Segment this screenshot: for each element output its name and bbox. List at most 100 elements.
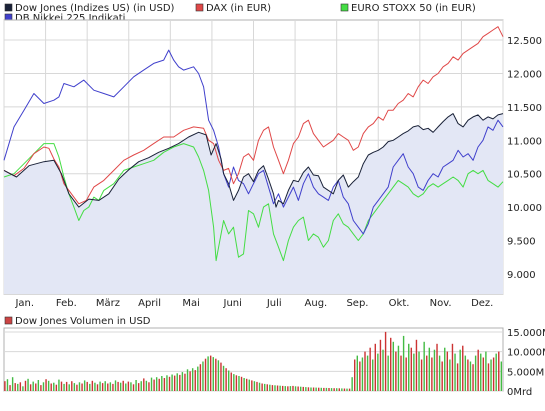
- volume-bar: [384, 331, 387, 391]
- volume-bar: [22, 386, 24, 391]
- volume-bar: [9, 385, 11, 391]
- volume-bar: [307, 387, 310, 391]
- volume-bar: [492, 357, 495, 391]
- legend-swatch: [4, 3, 13, 12]
- volume-bar: [320, 387, 322, 391]
- volume-bar: [63, 383, 65, 391]
- volume-bar: [469, 361, 472, 391]
- volume-y-tick-label: 0Mrd: [507, 387, 532, 398]
- x-tick-label: Juli: [266, 298, 282, 309]
- volume-bar: [472, 364, 474, 391]
- volume-bar: [444, 347, 446, 391]
- volume-bar: [209, 355, 212, 391]
- volume-bar: [215, 358, 217, 391]
- volume-bar: [354, 359, 356, 391]
- volume-bar: [153, 379, 155, 391]
- volume-bar: [271, 385, 274, 391]
- volume-bar: [11, 377, 14, 391]
- legend-swatch: [340, 3, 349, 12]
- volume-bar: [14, 383, 16, 391]
- volume-bar: [50, 383, 52, 391]
- volume-bar: [294, 386, 297, 391]
- volume-bar: [312, 387, 315, 391]
- volume-bar: [220, 362, 222, 391]
- volume-bar: [451, 343, 454, 392]
- volume-bar: [318, 387, 320, 391]
- volume-bar: [279, 385, 281, 391]
- volume-bar: [477, 349, 479, 391]
- volume-bar: [343, 388, 346, 391]
- volume-bar: [341, 388, 343, 391]
- volume-bar: [387, 355, 389, 391]
- volume-bar: [441, 361, 443, 391]
- volume-bar: [251, 380, 253, 391]
- volume-bar: [433, 349, 436, 391]
- volume-bar: [235, 375, 238, 392]
- legend-label: DB Nikkei 225 Indikati...: [15, 13, 135, 24]
- volume-bar: [485, 351, 487, 391]
- volume-bar: [184, 373, 186, 391]
- volume-bar: [68, 384, 70, 391]
- volume-y-tick-label: 5.000M: [507, 367, 544, 378]
- volume-bar: [189, 371, 191, 391]
- volume-bar: [243, 378, 245, 391]
- volume-bar: [372, 359, 374, 391]
- volume-bar: [45, 379, 47, 391]
- volume-bar: [418, 351, 420, 391]
- chart-legend: Dow Jones (Indizes US) (in USD) DAX (in E…: [4, 3, 476, 24]
- volume-bar: [428, 347, 431, 391]
- y-tick-label: 12.500: [507, 36, 542, 47]
- volume-bar: [94, 382, 96, 391]
- volume-bar: [405, 357, 407, 391]
- volume-bar: [181, 372, 184, 391]
- volume-bar: [86, 381, 88, 391]
- volume-bar: [276, 385, 279, 391]
- volume-bar: [292, 385, 294, 391]
- volume-bar: [436, 343, 438, 392]
- volume-bar: [158, 378, 160, 391]
- y-tick-label: 12.000: [507, 69, 542, 80]
- volume-bar: [161, 376, 163, 391]
- volume-bar: [333, 388, 335, 391]
- volume-bar: [101, 383, 104, 391]
- volume-bar: [225, 368, 227, 391]
- volume-y-tick-label: 15.000M: [507, 328, 545, 339]
- volume-bar: [374, 343, 376, 392]
- volume-bar: [361, 357, 364, 391]
- series-line: [3, 143, 504, 262]
- volume-bar: [107, 383, 109, 391]
- volume-bar: [96, 384, 99, 391]
- x-tick-label: Jan.: [14, 298, 34, 309]
- volume-bar: [346, 388, 348, 391]
- volume-bar: [176, 373, 178, 391]
- volume-bar: [480, 353, 482, 391]
- volume-bar: [366, 355, 369, 391]
- volume-bar: [392, 341, 395, 391]
- volume-bar: [500, 361, 503, 391]
- volume-bar: [351, 377, 353, 391]
- main-y-tick-labels: 9.000 9.500 10.000 10.500 11.000 11.500 12.000…: [507, 36, 542, 281]
- volume-bar: [40, 385, 42, 391]
- volume-bar: [78, 382, 81, 391]
- volume-bar: [423, 341, 425, 391]
- volume-bar: [127, 381, 130, 391]
- volume-bar: [415, 339, 418, 391]
- volume-bar: [382, 349, 384, 391]
- volume-bar: [114, 380, 117, 391]
- volume-bar: [482, 357, 485, 391]
- volume-bar: [125, 383, 127, 391]
- volume-bar: [186, 369, 189, 391]
- volume-bar: [305, 387, 307, 391]
- y-tick-label: 11.500: [507, 103, 542, 114]
- volume-bar: [464, 355, 467, 391]
- volume-bar: [233, 374, 235, 391]
- volume-bar: [83, 380, 86, 391]
- volume-bar: [27, 378, 29, 391]
- volume-bar: [6, 379, 9, 391]
- volume-y-tick-label: 10.000M: [507, 348, 545, 359]
- volume-bar: [348, 388, 351, 391]
- volume-bar: [32, 381, 34, 391]
- volume-bar: [202, 361, 204, 391]
- volume-bar: [197, 366, 199, 391]
- volume-bar: [37, 380, 40, 391]
